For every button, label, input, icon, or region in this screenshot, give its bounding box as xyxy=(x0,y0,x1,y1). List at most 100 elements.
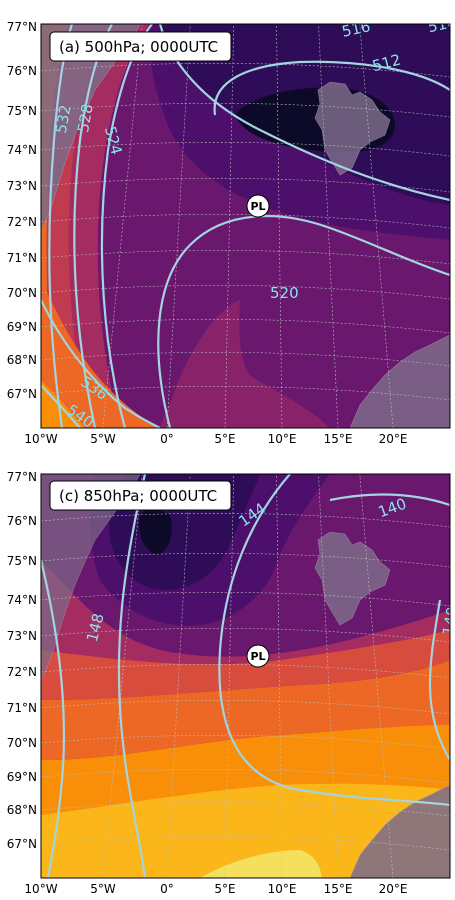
land-norway xyxy=(349,784,450,878)
fill-band xyxy=(41,280,160,428)
contour-140 xyxy=(428,599,450,761)
lat-tick-label: 71°N xyxy=(7,701,37,715)
panel-c-title: (c) 850hPa; 0000UTC xyxy=(59,487,217,505)
fill-band xyxy=(41,783,450,878)
latitude-gridline xyxy=(41,213,450,229)
panel-c-title-box: (c) 850hPa; 0000UTC xyxy=(49,480,232,511)
latitude-gridline xyxy=(41,627,450,643)
longitude-gridline xyxy=(166,474,191,878)
lon-tick-label: 10°E xyxy=(268,882,297,896)
contour-520 xyxy=(157,215,450,428)
lat-tick-label: 75°N xyxy=(7,554,37,568)
panel-a-title: (a) 500hPa; 0000UTC xyxy=(59,38,218,56)
lat-tick-label: 71°N xyxy=(7,251,37,265)
contour-152 xyxy=(41,559,66,878)
contour-label: 528 xyxy=(74,102,97,133)
graticule xyxy=(41,474,450,878)
fill-band xyxy=(41,660,450,760)
lat-tick-label: 70°N xyxy=(7,286,37,300)
lat-tick-label: 73°N xyxy=(7,629,37,643)
latitude-gridline xyxy=(41,102,450,118)
contour-540 xyxy=(41,384,81,428)
lat-tick-label: 72°N xyxy=(7,665,37,679)
lat-tick-labels: 77°N 76°N 75°N 74°N 73°N 72°N 71°N 70°N 69°N 68°N… xyxy=(7,470,37,851)
latitude-gridline xyxy=(41,385,450,401)
contour-label: 532 xyxy=(52,103,75,134)
longitude-gridline xyxy=(359,24,394,428)
panel-a-map: 532 528 524 516 512 520 536 540 516 PL xyxy=(41,13,455,428)
lat-tick-label: 77°N xyxy=(7,470,37,484)
latitude-gridline xyxy=(41,591,450,607)
lon-tick-label: 5°W xyxy=(90,432,116,446)
lat-tick-label: 69°N xyxy=(7,320,37,334)
longitude-gridline xyxy=(359,474,394,878)
contour-label: 140 xyxy=(439,605,455,636)
lon-tick-label: 20°E xyxy=(379,882,408,896)
lat-tick-label: 67°N xyxy=(7,837,37,851)
latitude-gridline xyxy=(41,835,450,851)
longitude-gridline xyxy=(318,24,339,428)
latitude-gridline xyxy=(41,351,450,367)
lon-tick-labels: 10°W 5°W 0° 5°E 10°E 15°E 20°E xyxy=(24,882,407,896)
contour-148 xyxy=(117,474,147,878)
lon-tick-label: 15°E xyxy=(324,432,353,446)
contour-lines xyxy=(41,474,450,878)
longitude-gridline xyxy=(224,24,235,428)
contour-536 xyxy=(41,299,161,428)
latitude-gridline xyxy=(41,318,450,334)
lon-tick-label: 10°E xyxy=(268,432,297,446)
lon-tick-label: 15°E xyxy=(324,882,353,896)
latitude-gridline xyxy=(41,663,450,679)
latitude-gridline xyxy=(41,699,450,715)
panel-c-frame xyxy=(40,473,451,879)
marker-circle xyxy=(246,644,270,668)
lat-tick-label: 76°N xyxy=(7,514,37,528)
panel-c: 144 140 148 140 PL (c) 850hPa; 0000UTC 7… xyxy=(7,470,455,896)
lon-tick-label: 5°E xyxy=(214,882,235,896)
latitude-gridline xyxy=(41,62,450,78)
lon-tick-label: 0° xyxy=(160,882,174,896)
contour-label: 516 xyxy=(426,13,455,37)
latitude-gridline xyxy=(41,284,450,300)
panel-c-map: 144 140 148 140 PL xyxy=(41,474,455,878)
fill-band xyxy=(200,850,322,878)
lat-tick-label: 74°N xyxy=(7,143,37,157)
panel-a-title-box: (a) 500hPa; 0000UTC xyxy=(49,31,232,62)
lat-tick-label: 70°N xyxy=(7,736,37,750)
lon-tick-label: 5°E xyxy=(214,432,235,446)
polar-low-marker: PL xyxy=(246,194,270,218)
latitude-gridline xyxy=(41,141,450,157)
longitude-gridline xyxy=(276,24,283,428)
marker-label: PL xyxy=(250,650,265,663)
lat-tick-label: 77°N xyxy=(7,20,37,34)
latitude-gridline xyxy=(41,512,450,528)
lat-tick-label: 68°N xyxy=(7,353,37,367)
contour-140 xyxy=(329,493,450,507)
longitude-gridline xyxy=(276,474,283,878)
fill-band xyxy=(41,380,85,428)
panel-a: 532 528 524 516 512 520 536 540 516 PL (… xyxy=(7,13,455,446)
lat-tick-labels: 77°N 76°N 75°N 74°N 73°N 72°N 71°N 70°N 69°N 68°N… xyxy=(7,20,37,401)
contour-label: 512 xyxy=(370,50,402,75)
latitude-gridline xyxy=(41,249,450,265)
lat-tick-label: 73°N xyxy=(7,179,37,193)
fill-band xyxy=(160,300,330,428)
lat-tick-label: 75°N xyxy=(7,104,37,118)
lon-tick-label: 10°W xyxy=(24,882,57,896)
marker-label: PL xyxy=(250,200,265,213)
lat-tick-label: 68°N xyxy=(7,803,37,817)
latitude-gridline xyxy=(41,734,450,750)
longitude-gridline xyxy=(318,474,339,878)
lat-tick-label: 74°N xyxy=(7,593,37,607)
marker-circle xyxy=(246,194,270,218)
lon-tick-labels: 10°W 5°W 0° 5°E 10°E 15°E 20°E xyxy=(24,432,407,446)
graticule xyxy=(41,24,450,428)
lat-tick-label: 69°N xyxy=(7,770,37,784)
lon-tick-label: 10°W xyxy=(24,432,57,446)
lon-tick-label: 20°E xyxy=(379,432,408,446)
latitude-gridline xyxy=(41,177,450,193)
longitude-gridline xyxy=(224,474,235,878)
latitude-gridline xyxy=(41,552,450,568)
lat-tick-label: 67°N xyxy=(7,387,37,401)
